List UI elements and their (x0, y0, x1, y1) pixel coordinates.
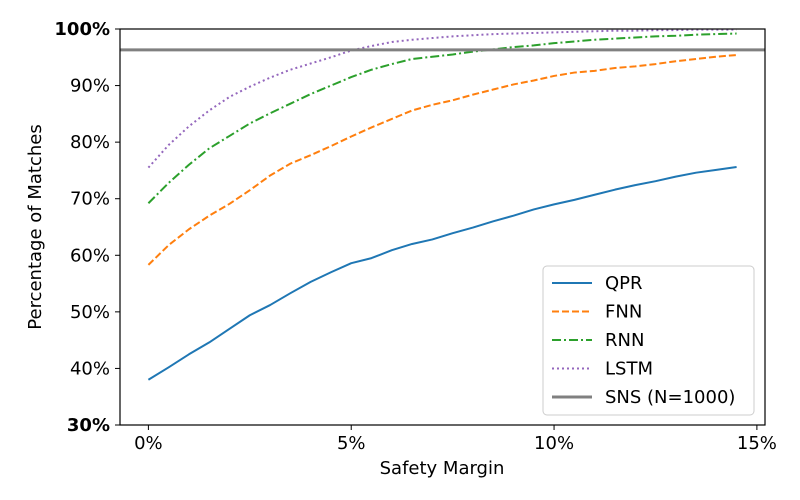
legend-label: RNN (605, 330, 644, 351)
y-tick-label: 100% (54, 19, 110, 40)
plot-frame (119, 28, 766, 426)
series-line-rnn (147, 32, 737, 204)
y-axis-label: Percentage of Matches (25, 124, 46, 329)
series-line-qpr (147, 166, 737, 381)
series-line-lstm (147, 28, 737, 169)
legend-label: FNN (605, 302, 642, 323)
legend-label: LSTM (605, 359, 653, 380)
legend-box (542, 265, 755, 416)
x-tick-label: 0% (134, 433, 163, 454)
x-tick-label: 10% (534, 433, 574, 454)
x-axis-label: Safety Margin (380, 458, 505, 479)
x-tick-label: 15% (737, 433, 777, 454)
y-tick-label: 30% (67, 415, 110, 436)
y-tick-label: 60% (70, 245, 110, 266)
y-tick-label: 90% (70, 76, 110, 97)
series-line-fnn (147, 54, 737, 266)
y-tick-label: 40% (70, 358, 110, 379)
x-tick-label: 5% (337, 433, 366, 454)
y-tick-label: 50% (70, 302, 110, 323)
legend-label: QPR (605, 273, 643, 294)
legend-label: SNS (N=1000) (605, 387, 735, 408)
y-tick-label: 80% (70, 132, 110, 153)
legend: QPR FNN RNN LSTM SNS (N=1000) (542, 265, 755, 416)
y-tick-label: 70% (70, 189, 110, 210)
